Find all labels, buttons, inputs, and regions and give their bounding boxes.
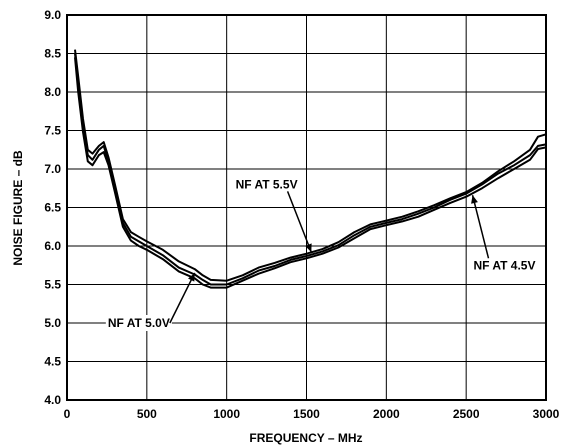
y-tick-label: 6.0 — [44, 239, 61, 253]
annotation-leader — [169, 272, 196, 324]
annotation-label-bg — [105, 315, 172, 331]
series-line-3 — [74, 57, 547, 289]
x-axis-title: FREQUENCY – MHz — [249, 431, 362, 445]
annotation-label-bg — [233, 176, 300, 193]
annotation-arrowhead — [188, 272, 195, 282]
y-tick-label: 5.0 — [44, 316, 61, 330]
x-tick-label: 2500 — [453, 407, 480, 421]
annotation-label: NF AT 5.5V — [236, 177, 298, 191]
annotation-label-bg — [471, 257, 538, 274]
annotation-leader — [286, 191, 312, 253]
x-tick-label: 1500 — [293, 407, 320, 421]
y-tick-label: 7.5 — [44, 124, 61, 138]
y-tick-label: 9.0 — [44, 8, 61, 22]
y-tick-labels: 4.0 4.5 5.0 5.5 6.0 6.5 7.0 7.5 8.0 8.5 9.0 — [44, 8, 61, 407]
y-tick-label: 4.0 — [44, 393, 61, 407]
x-tick-label: 3000 — [533, 407, 560, 421]
y-axis-title: NOISE FIGURE – dB — [11, 150, 25, 266]
y-tick-label: 4.5 — [44, 355, 61, 369]
series-line-1 — [74, 49, 547, 282]
x-tick-label: 500 — [137, 407, 157, 421]
y-tick-label: 5.5 — [44, 278, 61, 292]
grid-lines — [66, 14, 547, 401]
series-lines — [74, 49, 547, 289]
annotations: NF AT 5.5V NF AT 5.0V NF AT 4.5V — [105, 176, 538, 331]
y-tick-label: 7.0 — [44, 162, 61, 176]
y-tick-label: 6.5 — [44, 201, 61, 215]
x-tick-label: 1000 — [213, 407, 240, 421]
annotation-label: NF AT 5.0V — [108, 316, 170, 330]
annotation-arrowhead — [471, 195, 478, 204]
annotation-leader — [471, 194, 490, 259]
y-tick-label: 8.0 — [44, 85, 61, 99]
x-tick-labels: 0 500 1000 1500 2000 2500 3000 — [64, 407, 560, 421]
annotation-arrowhead — [305, 243, 312, 253]
x-tick-label: 2000 — [373, 407, 400, 421]
annotation-label: NF AT 4.5V — [473, 258, 535, 272]
x-tick-label: 0 — [64, 407, 71, 421]
plot-frame — [66, 14, 547, 401]
y-tick-label: 8.5 — [44, 47, 61, 61]
series-line-2 — [74, 53, 547, 286]
